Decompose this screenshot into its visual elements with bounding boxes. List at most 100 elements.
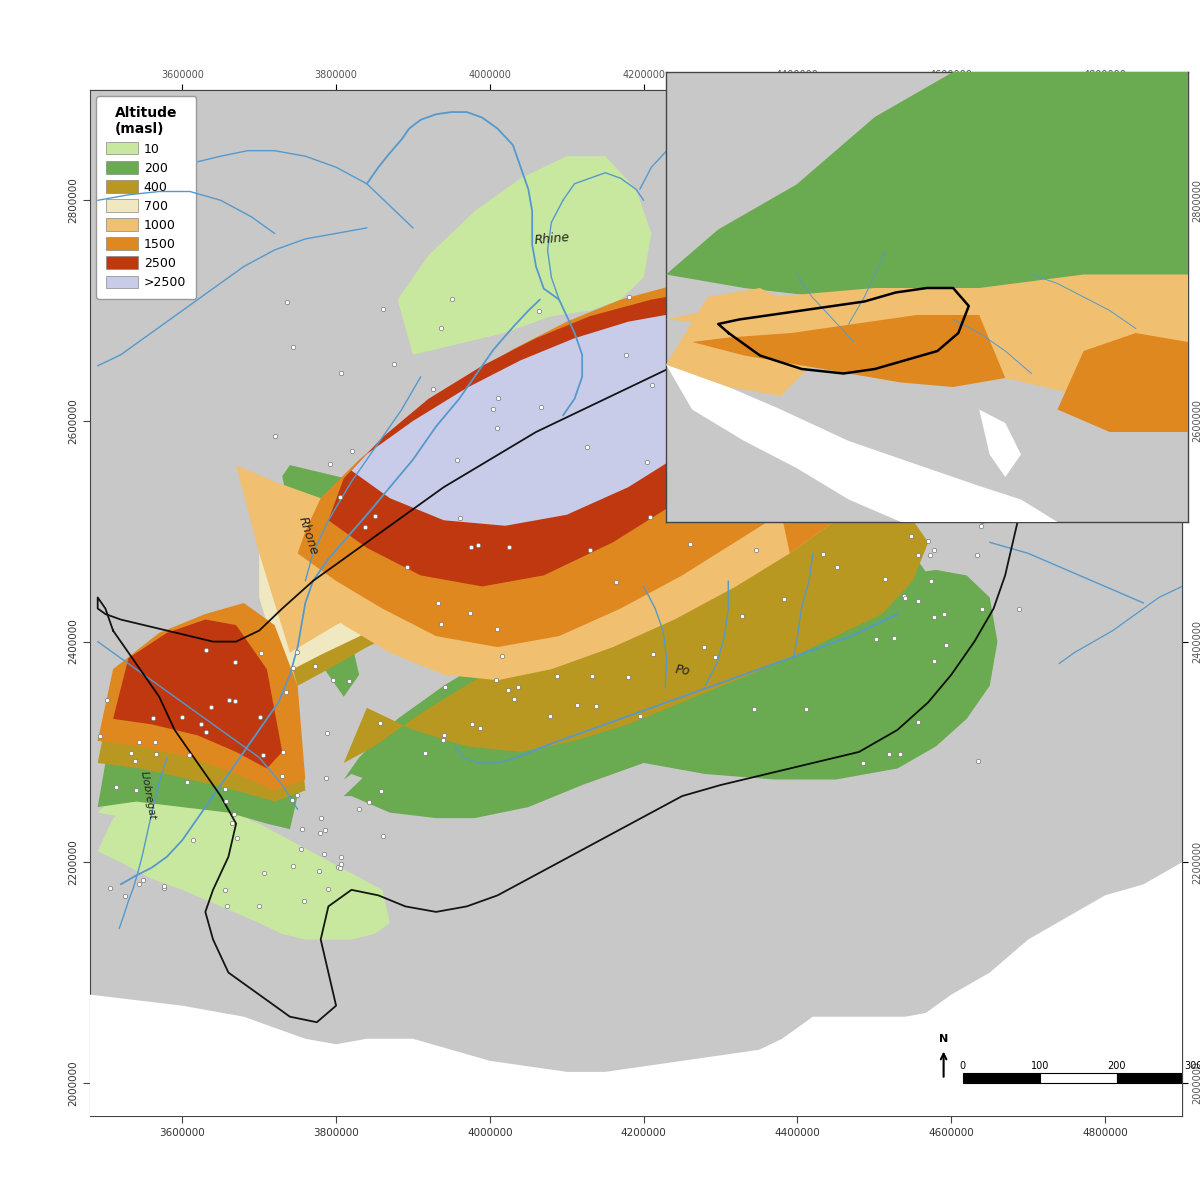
Text: Po: Po: [674, 662, 691, 678]
Polygon shape: [97, 619, 305, 802]
Point: [216, 779, 235, 798]
Polygon shape: [97, 664, 190, 746]
Point: [920, 545, 940, 564]
Point: [331, 487, 350, 506]
Polygon shape: [329, 283, 866, 587]
Point: [908, 592, 928, 611]
Point: [126, 781, 145, 800]
Point: [680, 534, 700, 553]
Polygon shape: [692, 314, 1006, 386]
Point: [956, 427, 976, 446]
Polygon shape: [666, 288, 812, 396]
Text: Rhone: Rhone: [296, 515, 320, 557]
Point: [532, 397, 551, 416]
Point: [115, 887, 134, 906]
Point: [469, 535, 488, 554]
Point: [133, 870, 152, 889]
Point: [832, 396, 851, 415]
Point: [277, 292, 296, 311]
Point: [252, 643, 271, 662]
Point: [448, 450, 467, 469]
Point: [895, 588, 914, 607]
Point: [433, 731, 452, 750]
Point: [316, 821, 335, 840]
Point: [508, 677, 527, 696]
Polygon shape: [236, 371, 866, 653]
Legend: 10, 200, 400, 700, 1000, 1500, 2500, >2500: 10, 200, 400, 700, 1000, 1500, 2500, >25…: [96, 96, 196, 299]
Point: [922, 571, 941, 590]
Point: [875, 570, 894, 589]
Point: [695, 637, 714, 656]
Point: [814, 545, 833, 564]
Point: [972, 511, 991, 530]
Point: [365, 506, 384, 526]
Point: [488, 388, 508, 407]
Polygon shape: [97, 642, 298, 829]
Point: [894, 587, 913, 606]
Point: [428, 593, 448, 612]
Point: [930, 421, 949, 440]
Point: [155, 876, 174, 895]
Point: [756, 356, 775, 376]
Point: [924, 652, 943, 671]
Point: [224, 804, 244, 823]
Point: [1009, 599, 1028, 618]
Point: [284, 659, 304, 678]
Polygon shape: [275, 432, 875, 685]
Point: [587, 697, 606, 716]
Point: [577, 438, 596, 457]
Point: [250, 896, 269, 916]
Polygon shape: [97, 602, 305, 791]
Point: [641, 508, 660, 527]
Point: [487, 619, 506, 638]
Point: [866, 630, 886, 649]
Point: [925, 608, 944, 628]
Point: [935, 605, 954, 624]
Point: [642, 374, 661, 394]
Point: [926, 431, 946, 450]
Point: [373, 827, 392, 846]
Point: [923, 340, 942, 359]
Point: [890, 744, 910, 763]
Point: [197, 722, 216, 742]
Point: [311, 823, 330, 842]
Point: [97, 691, 116, 710]
Polygon shape: [666, 72, 1188, 522]
Point: [973, 600, 992, 619]
Point: [880, 744, 899, 763]
Point: [226, 653, 245, 672]
Point: [288, 642, 307, 661]
Point: [667, 337, 686, 356]
Point: [581, 540, 600, 559]
Polygon shape: [259, 398, 866, 674]
Point: [925, 403, 944, 422]
Point: [462, 538, 481, 557]
Point: [217, 896, 236, 916]
Bar: [962, 1073, 1039, 1082]
Point: [359, 792, 378, 811]
Bar: [1039, 1073, 1117, 1082]
Point: [294, 892, 313, 911]
Point: [470, 719, 490, 738]
Point: [331, 364, 350, 383]
Point: [540, 707, 559, 726]
Point: [373, 299, 392, 318]
Point: [733, 606, 752, 625]
Polygon shape: [666, 275, 1188, 396]
Point: [940, 431, 959, 450]
Point: [619, 667, 638, 686]
Text: 300: 300: [1184, 1061, 1200, 1070]
Point: [1006, 419, 1025, 438]
Point: [619, 287, 638, 306]
Point: [220, 690, 239, 709]
Point: [155, 878, 174, 898]
Point: [331, 847, 350, 866]
Point: [179, 745, 198, 764]
Polygon shape: [305, 377, 875, 680]
Polygon shape: [298, 277, 882, 647]
Point: [283, 337, 302, 356]
Point: [329, 857, 348, 876]
Point: [798, 300, 817, 319]
Point: [492, 647, 511, 666]
Polygon shape: [1057, 334, 1188, 432]
